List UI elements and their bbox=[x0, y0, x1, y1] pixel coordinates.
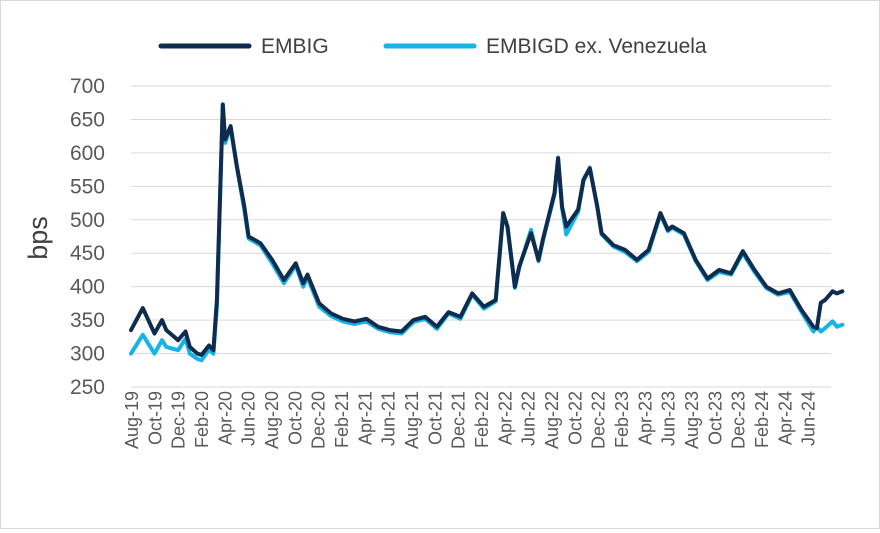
x-tick-label: Dec-20 bbox=[309, 391, 329, 449]
x-tick-label: Dec-22 bbox=[589, 391, 609, 449]
x-tick-label: Aug-21 bbox=[402, 391, 422, 449]
y-tick-label: 600 bbox=[70, 142, 105, 165]
x-tick-label: Apr-23 bbox=[635, 391, 655, 445]
x-tick-label: Aug-23 bbox=[682, 391, 702, 449]
y-tick-label: 350 bbox=[70, 309, 105, 332]
y-tick-label: 550 bbox=[70, 175, 105, 198]
x-tick-label: Apr-20 bbox=[215, 391, 235, 445]
x-tick-label: Feb-22 bbox=[472, 391, 492, 448]
x-tick-label: Apr-21 bbox=[355, 391, 375, 445]
x-tick-label: Oct-19 bbox=[145, 391, 165, 445]
x-tick-label: Feb-20 bbox=[192, 391, 212, 448]
x-tick-label: Aug-19 bbox=[122, 391, 142, 449]
y-tick-label: 400 bbox=[70, 276, 105, 299]
y-axis-ticks: 250 300 350 400 450 500 550 600 650 700 bbox=[70, 75, 105, 399]
x-tick-label: Dec-21 bbox=[449, 391, 469, 449]
x-tick-label: Jun-21 bbox=[379, 391, 399, 446]
x-tick-label: Jun-23 bbox=[659, 391, 679, 446]
x-tick-label: Oct-23 bbox=[705, 391, 725, 445]
series-lines bbox=[129, 102, 845, 363]
x-tick-label: Oct-22 bbox=[565, 391, 585, 445]
x-tick-label: Feb-21 bbox=[332, 391, 352, 448]
y-tick-label: 250 bbox=[70, 376, 105, 399]
x-tick-label: Dec-23 bbox=[729, 391, 749, 449]
x-tick-label: Feb-23 bbox=[612, 391, 632, 448]
x-tick-label: Jun-22 bbox=[519, 391, 539, 446]
legend: EMBIG EMBIGD ex. Venezuela bbox=[158, 35, 707, 58]
x-tick-label: Jun-24 bbox=[799, 391, 819, 446]
series-line-embig bbox=[129, 102, 845, 357]
x-tick-label: Feb-24 bbox=[752, 391, 772, 448]
x-tick-label: Oct-21 bbox=[425, 391, 445, 445]
x-tick-label: Apr-24 bbox=[775, 391, 795, 445]
x-tick-label: Aug-22 bbox=[542, 391, 562, 449]
y-tick-label: 650 bbox=[70, 108, 105, 131]
x-axis-ticks: Aug-19 Oct-19 Dec-19 Feb-20 Apr-20 Jun-20 Aug-… bbox=[122, 391, 819, 449]
x-tick-label: Dec-19 bbox=[169, 391, 189, 449]
x-tick-label: Oct-20 bbox=[285, 391, 305, 445]
gridlines bbox=[131, 85, 831, 355]
y-tick-label: 300 bbox=[70, 343, 105, 366]
y-tick-label: 500 bbox=[70, 209, 105, 232]
y-tick-label: 700 bbox=[70, 75, 105, 98]
legend-item-embigd-ex-venezuela-label: EMBIGD ex. Venezuela bbox=[486, 35, 707, 58]
x-tick-label: Apr-22 bbox=[495, 391, 515, 445]
x-tick-label: Aug-20 bbox=[262, 391, 282, 449]
x-tick-label: Jun-20 bbox=[239, 391, 259, 446]
legend-item-embig-label: EMBIG bbox=[261, 35, 329, 58]
y-axis-label: bps bbox=[23, 216, 53, 260]
series-line-embigd-ex-venezuela bbox=[129, 102, 845, 363]
y-tick-label: 450 bbox=[70, 242, 105, 265]
